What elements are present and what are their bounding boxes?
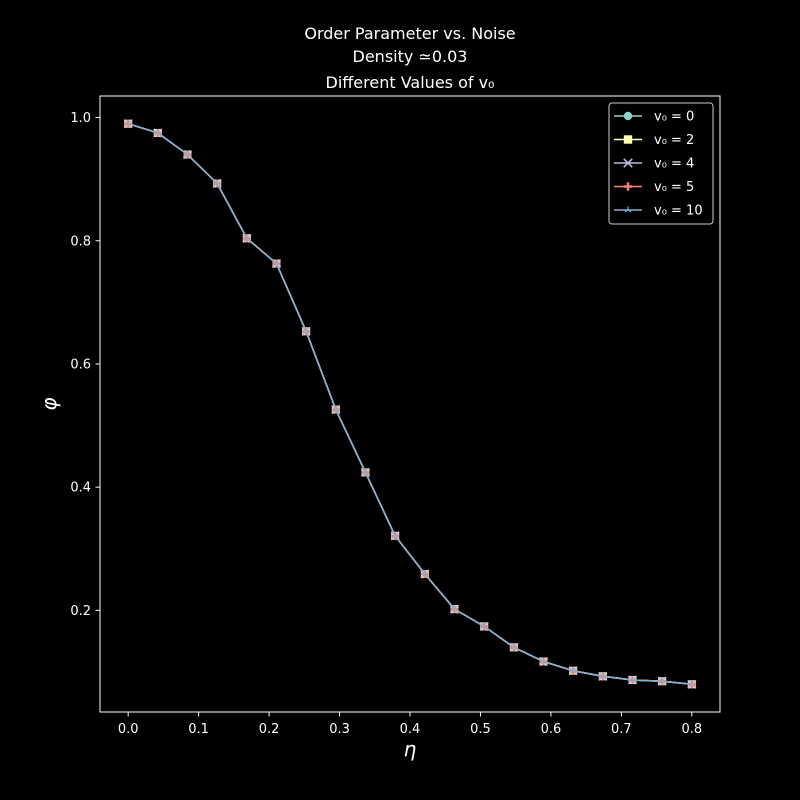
legend-swatch-marker xyxy=(623,158,633,168)
x-tick-label: 0.5 xyxy=(470,722,491,737)
legend-label: v₀ = 10 xyxy=(654,204,703,219)
data-point xyxy=(332,406,340,412)
data-point xyxy=(124,120,132,126)
y-tick-label: 0.6 xyxy=(70,357,91,372)
legend-entry: v₀ = 10 xyxy=(614,204,703,219)
data-point xyxy=(569,667,577,673)
data-point xyxy=(421,570,429,577)
legend-entry: v₀ = 4 xyxy=(614,157,694,172)
y-tick-label: 0.8 xyxy=(70,234,91,249)
title-line-2: Density ≃0.03 xyxy=(353,47,468,66)
x-axis-label: η xyxy=(404,737,417,761)
x-tick-label: 0.2 xyxy=(259,722,280,737)
data-point xyxy=(243,234,251,241)
x-tick-label: 0.3 xyxy=(329,722,350,737)
legend-swatch-marker xyxy=(623,111,633,121)
legend-entry: v₀ = 0 xyxy=(614,110,694,125)
data-point xyxy=(213,179,221,186)
data-point xyxy=(302,327,310,334)
data-point xyxy=(658,677,666,684)
legend-frame xyxy=(608,102,714,225)
y-tick-label: 0.4 xyxy=(70,481,91,496)
data-point xyxy=(391,532,399,539)
legend-label: v₀ = 0 xyxy=(654,110,694,125)
plot-area xyxy=(123,119,697,689)
x-tick-label: 0.6 xyxy=(541,722,562,737)
y-axis-label: φ xyxy=(37,397,61,410)
data-point xyxy=(599,672,607,679)
series-5 xyxy=(124,120,696,687)
x-tick-label: 0.7 xyxy=(611,722,632,737)
legend-label: v₀ = 5 xyxy=(654,180,694,195)
x-tick-label: 0.0 xyxy=(118,722,139,737)
x-axis-ticks: 0.0 0.1 0.2 0.3 0.4 0.5 0.6 0.7 0.8 xyxy=(118,712,702,737)
legend-swatch-marker xyxy=(624,206,632,213)
legend-swatch-marker xyxy=(623,182,633,191)
data-point xyxy=(451,605,458,612)
legend-label: v₀ = 2 xyxy=(654,133,694,148)
y-axis-ticks: 0.2 0.4 0.6 0.8 1.0 xyxy=(70,111,100,619)
title-line-3: Different Values of v₀ xyxy=(326,73,495,92)
legend-entry: v₀ = 5 xyxy=(614,180,694,195)
data-point xyxy=(184,151,191,157)
chart-title: Order Parameter vs. Noise Density ≃0.03 … xyxy=(304,24,515,92)
y-tick-label: 0.2 xyxy=(70,604,91,619)
data-point xyxy=(154,129,162,136)
legend-label: v₀ = 4 xyxy=(654,157,694,172)
data-point xyxy=(273,260,280,266)
data-point xyxy=(362,468,369,475)
legend: v₀ = 0 v₀ = 2 v₀ = 4 v₀ = 5 v₀ = 10 xyxy=(608,102,714,225)
data-point xyxy=(540,657,547,664)
x-tick-label: 0.1 xyxy=(188,722,209,737)
legend-swatch-marker xyxy=(623,135,633,144)
data-point xyxy=(510,643,518,650)
data-point xyxy=(480,622,488,629)
data-point xyxy=(688,680,696,687)
y-tick-label: 1.0 xyxy=(70,111,91,126)
series-line xyxy=(127,123,692,686)
title-line-1: Order Parameter vs. Noise xyxy=(304,24,515,43)
legend-entry: v₀ = 2 xyxy=(614,133,694,148)
x-tick-label: 0.8 xyxy=(681,722,702,737)
data-point xyxy=(629,676,636,683)
x-tick-label: 0.4 xyxy=(400,722,421,737)
